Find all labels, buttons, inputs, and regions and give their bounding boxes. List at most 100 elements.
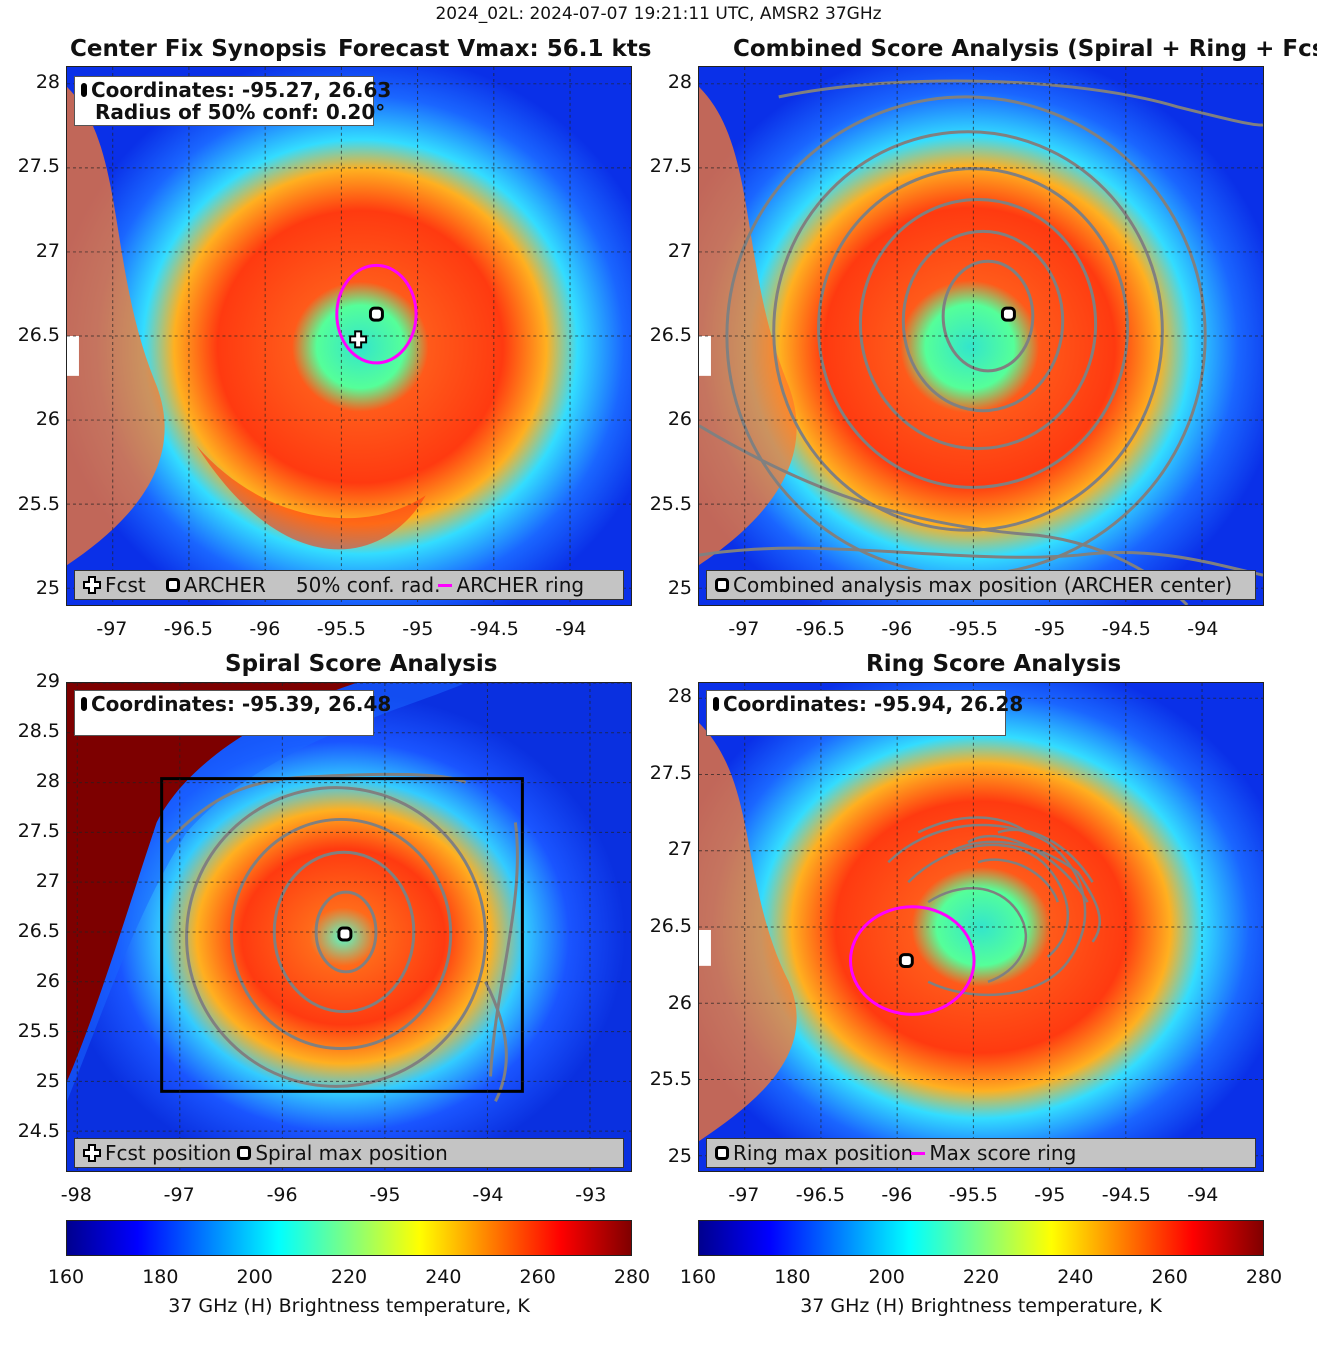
panel4-legend: Ring max position Max score ring (706, 1138, 1256, 1168)
panel3-ytick: 29 (35, 670, 60, 692)
panel1-xtick: -97 (96, 618, 128, 640)
panel4-ytick: 28 (667, 685, 692, 708)
panel1-ytick: 27.5 (17, 155, 60, 178)
panel4-coordinates: Coordinates: -95.94, 26.28 (723, 692, 1024, 716)
panel4-plot (698, 682, 1264, 1172)
square-marker-icon (715, 1146, 729, 1160)
panel1-ytick: 25.5 (17, 492, 60, 515)
legend-conf: 50% conf. rad. (295, 573, 441, 597)
colorbar-tick: 160 (679, 1266, 717, 1288)
legend-combined-max: Combined analysis max position (ARCHER c… (733, 573, 1233, 597)
panel2-ytick: 27 (667, 239, 692, 262)
panel2-ytick: 27.5 (649, 155, 692, 178)
ring-line-icon (911, 1151, 926, 1155)
panel1-title: Center Fix Synopsis (70, 36, 327, 62)
panel1-radius: Radius of 50% conf: 0.20° (95, 100, 386, 124)
panel1-xtick: -95.5 (316, 618, 366, 640)
legend-fcst-position: Fcst position (105, 1141, 232, 1165)
colorbar-tick: 280 (1245, 1266, 1283, 1288)
colorbar-tick: 260 (519, 1266, 556, 1288)
panel3-xtick: -94 (472, 1184, 504, 1206)
square-marker-icon (237, 1146, 252, 1160)
panel4-heatmap (699, 683, 1263, 1171)
panel2-title: Combined Score Analysis (Spiral + Ring +… (733, 36, 1317, 62)
panel1-info: Coordinates: -95.27, 26.63 Radius of 50%… (74, 76, 391, 126)
legend-spiral-max: Spiral max position (255, 1141, 448, 1165)
panel3-ytick: 28 (35, 770, 60, 792)
archer-center-marker (368, 306, 384, 322)
colorbar-tick: 240 (1057, 1266, 1094, 1288)
panel3-xtick: -97 (163, 1184, 195, 1206)
colorbar-tick: 240 (425, 1266, 462, 1288)
colorbar-left (66, 1220, 632, 1256)
ring-line-icon (438, 583, 453, 587)
plus-icon (83, 1144, 101, 1162)
panel4-ytick: 25.5 (649, 1068, 692, 1091)
panel2-xtick: -96.5 (795, 618, 845, 640)
panel2-xtick: -94.5 (1101, 618, 1151, 640)
panel2-ytick: 25.5 (649, 492, 692, 515)
ring-max-marker (898, 953, 914, 969)
panel3-title: Spiral Score Analysis (225, 651, 498, 677)
colorbar-tick: 180 (142, 1266, 179, 1288)
panel3-xtick: -98 (60, 1184, 92, 1206)
panel3-xtick: -95 (369, 1184, 401, 1206)
panel2-xtick: -95 (1034, 618, 1066, 640)
figure-title: 2024_02L: 2024-07-07 19:21:11 UTC, AMSR2… (435, 4, 882, 24)
colorbar-tick: 180 (774, 1266, 811, 1288)
panel3-plot (66, 682, 632, 1172)
colorbar-tick: 160 (47, 1266, 85, 1288)
combined-max-marker (1000, 306, 1016, 322)
colorbar-right (698, 1220, 1264, 1256)
colorbar-tick: 220 (330, 1266, 368, 1288)
panel1-ytick: 25 (35, 577, 60, 600)
colorbar-right-label: 37 GHz (H) Brightness temperature, K (800, 1295, 1162, 1317)
colorbar-left-label: 37 GHz (H) Brightness temperature, K (168, 1295, 530, 1317)
panel3-ytick: 27.5 (17, 820, 60, 842)
panel3-info: Coordinates: -95.39, 26.48 (74, 690, 391, 736)
panel3-ytick: 28.5 (17, 720, 60, 742)
archer-ring (335, 263, 418, 365)
panel2-xtick: -97 (728, 618, 760, 640)
panel4-ytick: 26 (667, 991, 692, 1014)
panel1-plot (66, 66, 632, 606)
panel4-xtick: -96.5 (795, 1184, 845, 1206)
panel3-ytick: 24.5 (17, 1120, 60, 1142)
panel3-heatmap (67, 683, 631, 1171)
panel1-xtick: -94 (555, 618, 587, 640)
colorbar-tick: 200 (868, 1266, 905, 1288)
panel4-xtick: -95.5 (948, 1184, 998, 1206)
panel2-ytick: 26 (667, 408, 692, 431)
panel2-xtick: -95.5 (948, 618, 998, 640)
panel4-xtick: -96 (881, 1184, 913, 1206)
panel1-heatmap (67, 67, 631, 605)
panel1-xtick: -95 (402, 618, 434, 640)
spiral-max-marker (337, 926, 353, 942)
panel1-coordinates: Coordinates: -95.27, 26.63 (91, 78, 392, 102)
panel1-xtick: -96.5 (163, 618, 213, 640)
square-marker-icon (713, 697, 719, 711)
colorbar-tick: 260 (1151, 1266, 1188, 1288)
panel3-legend: Fcst position Spiral max position (74, 1138, 624, 1168)
legend-max-score-ring: Max score ring (929, 1141, 1077, 1165)
panel2-legend: Combined analysis max position (ARCHER c… (706, 570, 1256, 600)
panel4-xtick: -94 (1187, 1184, 1219, 1206)
panel3-ytick: 27 (35, 870, 60, 892)
colorbar-tick: 280 (613, 1266, 651, 1288)
panel1-ytick: 26.5 (17, 324, 60, 346)
panel4-xtick: -94.5 (1101, 1184, 1151, 1206)
panel1-ytick: 28 (35, 70, 60, 93)
archer-marker-icon (81, 83, 87, 97)
max-score-ring (849, 905, 976, 1016)
panel1-vmax: Forecast Vmax: 56.1 kts (338, 36, 652, 62)
panel1-xtick: -96 (249, 618, 281, 640)
plus-icon (83, 576, 101, 594)
legend-ring: ARCHER ring (456, 573, 585, 597)
panel2-plot (698, 66, 1264, 606)
square-marker-icon (715, 578, 729, 592)
panel2-xtick: -94 (1187, 618, 1219, 640)
legend-archer: ARCHER (183, 573, 266, 597)
panel3-xtick: -93 (575, 1184, 607, 1206)
panel4-ytick: 26.5 (649, 915, 692, 937)
panel2-heatmap (699, 67, 1263, 605)
